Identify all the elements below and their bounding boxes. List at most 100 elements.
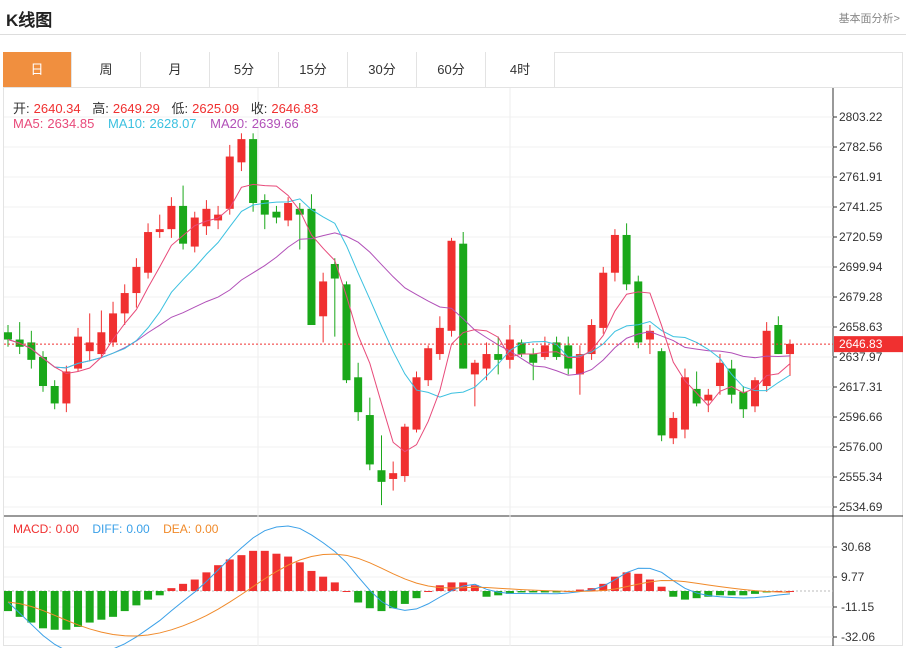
candle-body [715, 362, 724, 387]
candle-body [167, 205, 176, 230]
price-tick-label: 2637.97 [839, 350, 883, 364]
macd-bar [424, 591, 433, 593]
candle-body [179, 205, 188, 244]
macd-bar [680, 591, 689, 600]
tab-4hour[interactable]: 4时 [486, 52, 555, 87]
ma5-value: 2634.85 [47, 116, 95, 131]
macd-bar [179, 583, 188, 592]
current-price-tag [834, 336, 903, 353]
candle-body [120, 293, 129, 314]
ma20-value: 2639.66 [251, 116, 299, 131]
macd-bar [750, 591, 759, 594]
macd-bar [155, 591, 164, 596]
macd-bar [669, 591, 678, 597]
low-value: 2625.09 [192, 101, 240, 116]
diff-label: DIFF: [92, 522, 123, 536]
fundamental-analysis-link[interactable]: 基本面分析> [838, 13, 900, 25]
candle-body [610, 234, 619, 273]
macd-bar [657, 586, 666, 592]
macd-bar [342, 591, 351, 593]
macd-label: MACD: [13, 522, 52, 536]
tab-day[interactable]: 日 [3, 52, 72, 87]
ma10-value: 2628.07 [149, 116, 197, 131]
tab-30min[interactable]: 30分 [348, 52, 417, 87]
candle-body [272, 211, 281, 218]
macd-bar [284, 556, 293, 592]
candle-body [377, 470, 386, 482]
macd-value: 0.00 [55, 522, 80, 536]
candle-body [144, 232, 153, 273]
macd-bar [435, 585, 444, 592]
candle-body [295, 208, 304, 215]
candle-body [704, 394, 713, 401]
macd-bar [599, 583, 608, 592]
page-title: K线图 [6, 11, 53, 30]
macd-bar [727, 591, 736, 596]
macd-tick-label: -32.06 [841, 630, 875, 644]
tab-60min[interactable]: 60分 [417, 52, 486, 87]
candle-body [97, 332, 106, 355]
macd-bar [109, 591, 118, 617]
macd-bar [225, 559, 234, 592]
macd-bar [319, 576, 328, 592]
candle-body [132, 266, 141, 294]
macd-tick-label: -11.15 [841, 600, 874, 614]
macd-bar [610, 576, 619, 592]
candle-body [529, 354, 538, 363]
candle-body [622, 234, 631, 285]
macd-bar [167, 588, 176, 592]
candle-body [225, 156, 234, 209]
open-value: 2640.34 [33, 101, 81, 116]
macd-bar [786, 591, 794, 593]
candle-body [435, 327, 444, 355]
candle-body [284, 203, 293, 221]
candle-body [540, 345, 549, 357]
macd-bar [412, 591, 421, 599]
macd-tick-label: 30.68 [841, 540, 871, 554]
macd-bar [354, 591, 363, 603]
candle-body [190, 217, 199, 247]
price-tick-label: 2596.66 [839, 410, 883, 424]
candle-body [424, 348, 433, 381]
candle-body [494, 354, 503, 360]
ohlc-info: 开: 2640.34 高: 2649.29 低: 2625.09 收: 2646.83 [13, 98, 322, 117]
candle-body [330, 264, 339, 279]
macd-bar [365, 591, 374, 609]
macd-bar [39, 591, 48, 629]
macd-bar [552, 591, 561, 593]
price-tick-label: 2658.63 [839, 320, 883, 334]
candle-body [319, 281, 328, 317]
macd-bar [190, 579, 199, 592]
candle-body [354, 377, 363, 413]
candle-body [750, 380, 759, 407]
macd-bar [459, 582, 468, 592]
ma5-line [7, 183, 791, 453]
ma10-line [7, 198, 791, 398]
tab-month[interactable]: 月 [141, 52, 210, 87]
close-label: 收: [250, 101, 268, 116]
macd-bar [50, 591, 59, 630]
candle-body [669, 417, 678, 439]
price-tick-label: 2761.91 [839, 170, 883, 184]
tab-15min[interactable]: 15分 [279, 52, 348, 87]
macd-bar [214, 565, 223, 592]
candle-body [552, 342, 561, 357]
macd-bar [249, 550, 258, 592]
candle-body [505, 339, 514, 360]
price-tick-label: 2720.59 [839, 230, 883, 244]
candle-body [459, 243, 468, 369]
price-tick-label: 2679.28 [839, 290, 883, 304]
macd-bar [622, 572, 631, 592]
macd-tick-label: 9.77 [841, 570, 865, 584]
tab-week[interactable]: 周 [72, 52, 141, 87]
diff-value: 0.00 [126, 522, 150, 536]
candle-body [482, 354, 491, 369]
macd-bar [400, 591, 409, 604]
tab-5min[interactable]: 5分 [210, 52, 279, 87]
open-label: 开: [13, 101, 30, 116]
dea-value: 0.00 [195, 522, 219, 536]
candle-body [517, 342, 526, 355]
candle-body [342, 284, 351, 381]
price-tick-label: 2803.22 [839, 110, 883, 124]
